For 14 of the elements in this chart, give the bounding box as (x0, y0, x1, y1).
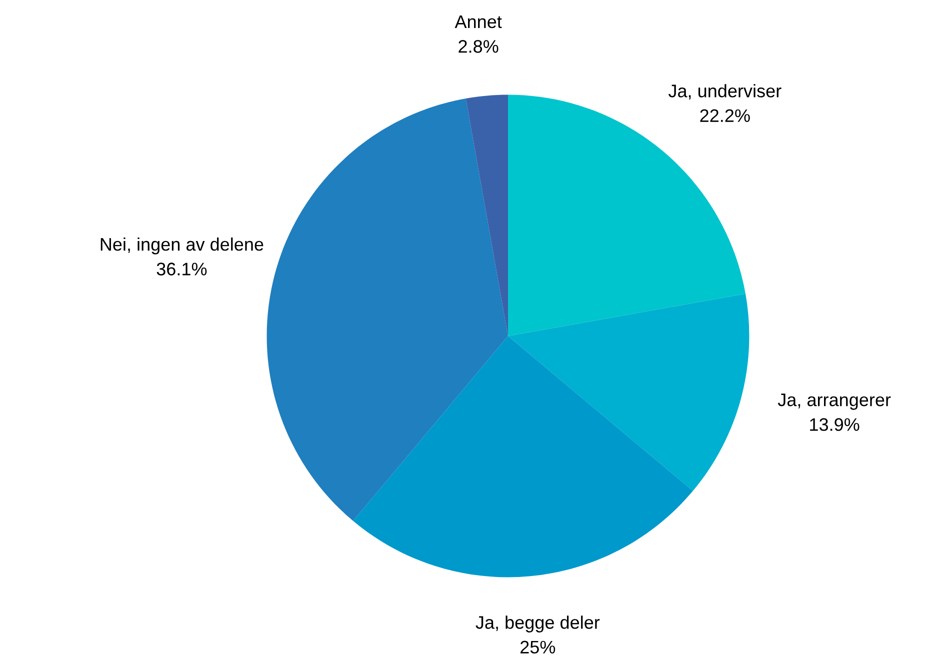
slice-label: Annet (454, 16, 502, 28)
slice-label: Ja, arrangerer (778, 394, 891, 410)
data-label: 2.8% (458, 40, 498, 53)
pie-slice (466, 94, 508, 336)
data-label: 13.9% (810, 418, 860, 431)
slice-label: Ja, underviser (668, 84, 782, 100)
pie-slice (508, 294, 750, 491)
pie-slice (353, 336, 693, 578)
data-label: 36.1% (156, 262, 207, 276)
data-label: 22.2% (700, 109, 750, 122)
slice-label: Ja, begge deler (476, 616, 600, 632)
pie-slice (266, 98, 508, 521)
slice-label: Nei, ingen av delene (100, 238, 264, 254)
data-label: 25% (520, 640, 556, 654)
